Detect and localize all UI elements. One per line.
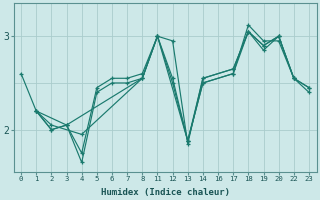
X-axis label: Humidex (Indice chaleur): Humidex (Indice chaleur)	[100, 188, 229, 197]
